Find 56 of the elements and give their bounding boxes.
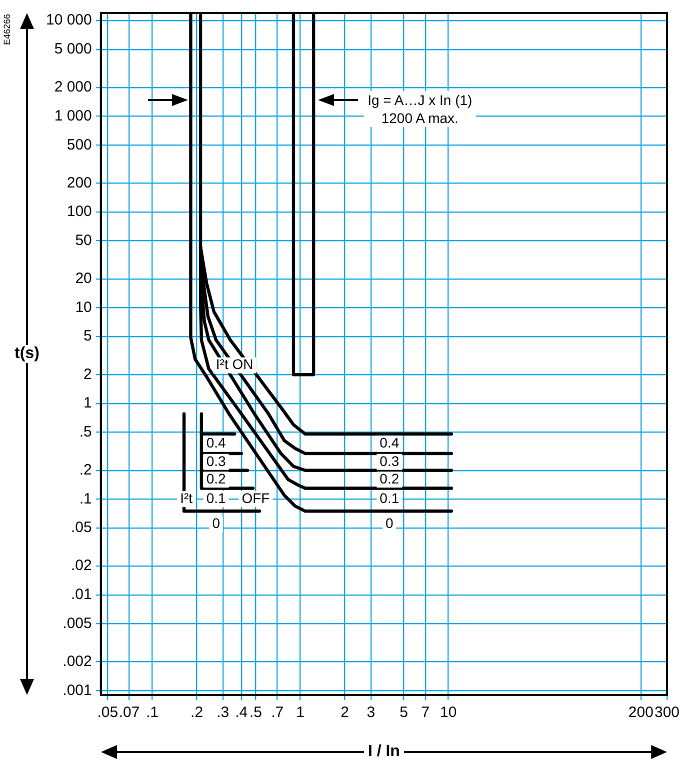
x-tick-label: .7 xyxy=(271,704,284,722)
annotation: I²t ON xyxy=(216,356,254,372)
y-tick-label: 5 000 xyxy=(54,40,92,58)
annotation: 0.2 xyxy=(206,470,226,486)
x-tick-label: 3 xyxy=(366,704,376,722)
annotation: 1200 A max. xyxy=(380,109,460,127)
y-tick-label: .5 xyxy=(79,423,92,440)
y-tick-label: .002 xyxy=(62,652,92,670)
annotation: Ig = A…J x In (1) xyxy=(368,91,472,109)
y-tick-label: 200 xyxy=(66,174,92,192)
x-tick-label: 7 xyxy=(421,704,430,722)
y-tick-label: .001 xyxy=(62,682,92,699)
y-tick-label: 2 000 xyxy=(54,78,92,96)
y-tick-label: 10 xyxy=(75,298,92,316)
x-tick-label: .2 xyxy=(190,704,204,722)
y-tick-label: 1 xyxy=(84,394,92,412)
annotation: 0.3 xyxy=(206,452,226,469)
y-tick-label: 10 000 xyxy=(46,12,92,29)
text: E46266 xyxy=(2,14,12,46)
y-tick-label: 50 xyxy=(75,232,92,249)
y-tick-label: 100 xyxy=(66,203,92,220)
y-tick-label: .05 xyxy=(71,519,92,536)
x-tick-label: 5 xyxy=(400,704,408,722)
y-tick-label: .1 xyxy=(79,490,92,508)
annotation: 0.1 xyxy=(206,490,226,506)
y-tick-label: 5 xyxy=(84,328,92,345)
y-tick-label: 500 xyxy=(66,136,92,154)
annotation: OFF xyxy=(242,490,270,506)
x-tick-label: 300 xyxy=(654,704,680,722)
annotation: 0.3 xyxy=(380,452,400,469)
y-tick-label: 20 xyxy=(75,270,92,288)
y-tick-label: .005 xyxy=(62,614,92,632)
x-axis-title: I / In xyxy=(364,743,404,761)
x-tick-label: .5 xyxy=(249,704,262,722)
y-tick-label: 1 000 xyxy=(54,107,92,124)
y-tick-label: 2 xyxy=(84,366,92,383)
x-tick-label: 10 xyxy=(440,704,457,722)
annotation: I²t xyxy=(180,490,193,506)
x-tick-label: 2 xyxy=(340,704,350,722)
x-tick-label: 200 xyxy=(628,704,654,722)
y-tick-label: .01 xyxy=(71,586,92,604)
x-tick-label: .1 xyxy=(146,704,158,722)
annotation: 0 xyxy=(386,514,394,531)
y-tick-label: .2 xyxy=(79,462,92,479)
x-tick-label: 1 xyxy=(296,704,304,722)
annotation: 0.4 xyxy=(206,434,226,451)
annotation: 0.2 xyxy=(380,470,400,486)
annotation: 0 xyxy=(212,514,220,531)
x-tick-label: .3 xyxy=(216,704,230,722)
y-axis-title: t(s) xyxy=(10,345,44,363)
y-tick-label: .02 xyxy=(71,557,92,574)
x-tick-label: .07 xyxy=(118,704,140,722)
annotation: 0.1 xyxy=(380,490,400,506)
annotation: 0.4 xyxy=(380,434,400,451)
x-tick-label: .4 xyxy=(235,704,248,722)
x-tick-label: .05 xyxy=(97,704,118,722)
